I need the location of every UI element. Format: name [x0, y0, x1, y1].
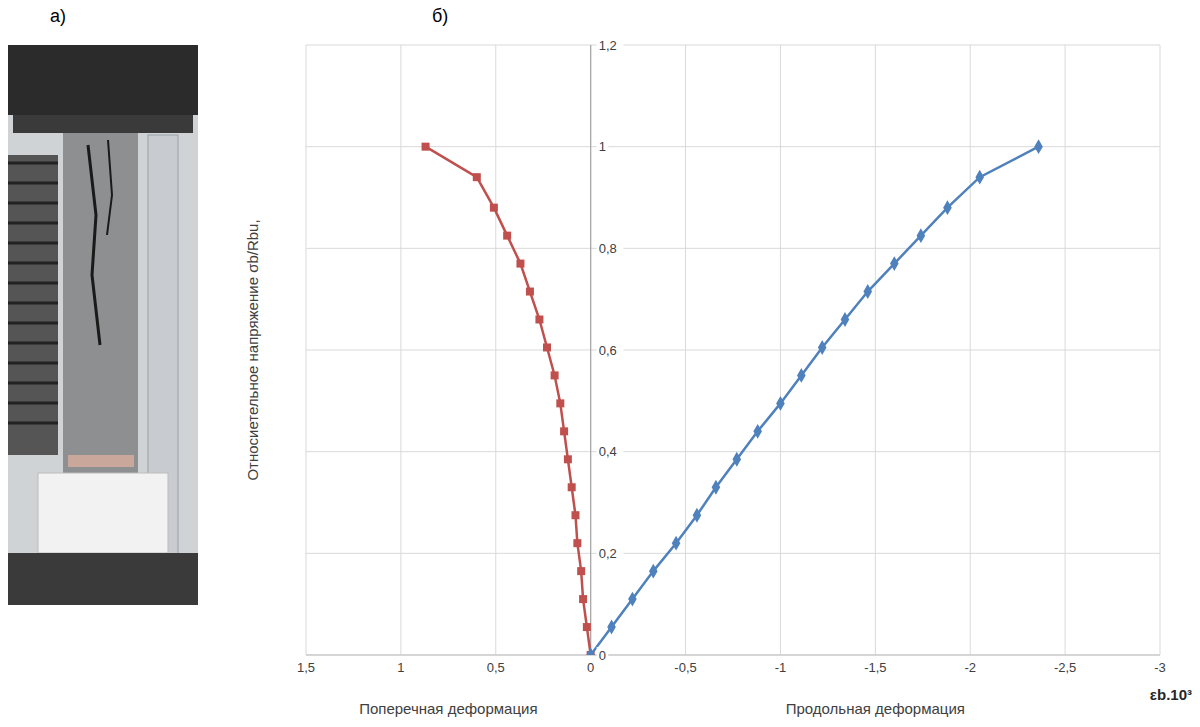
- html-text:б): б): [432, 6, 449, 26]
- svg-text:1,2: 1,2: [599, 38, 617, 53]
- svg-text:0: 0: [587, 660, 594, 675]
- svg-text:Относиетельное напряжение σb/R: Относиетельное напряжение σb/Rbu,: [244, 219, 261, 480]
- svg-text:1: 1: [397, 660, 404, 675]
- svg-text:1,5: 1,5: [297, 660, 315, 675]
- svg-text:Продольная деформация: Продольная деформация: [786, 700, 965, 717]
- svg-text:-1,5: -1,5: [864, 660, 886, 675]
- svg-text:0: 0: [599, 648, 606, 663]
- svg-text:εb.10³: εb.10³: [1150, 686, 1192, 703]
- svg-text:0,5: 0,5: [487, 660, 505, 675]
- svg-text:-2: -2: [964, 660, 976, 675]
- svg-text:0,2: 0,2: [599, 546, 617, 561]
- svg-text:0,6: 0,6: [599, 343, 617, 358]
- svg-text:-1: -1: [775, 660, 787, 675]
- html-text:а): а): [50, 6, 66, 26]
- svg-text:0,4: 0,4: [599, 444, 617, 459]
- svg-text:-2,5: -2,5: [1054, 660, 1076, 675]
- svg-text:-3: -3: [1154, 660, 1166, 675]
- svg-text:1: 1: [599, 139, 606, 154]
- svg-text:-0,5: -0,5: [674, 660, 696, 675]
- svg-text:0,8: 0,8: [599, 241, 617, 256]
- svg-text:Поперечная деформация: Поперечная деформация: [359, 700, 537, 717]
